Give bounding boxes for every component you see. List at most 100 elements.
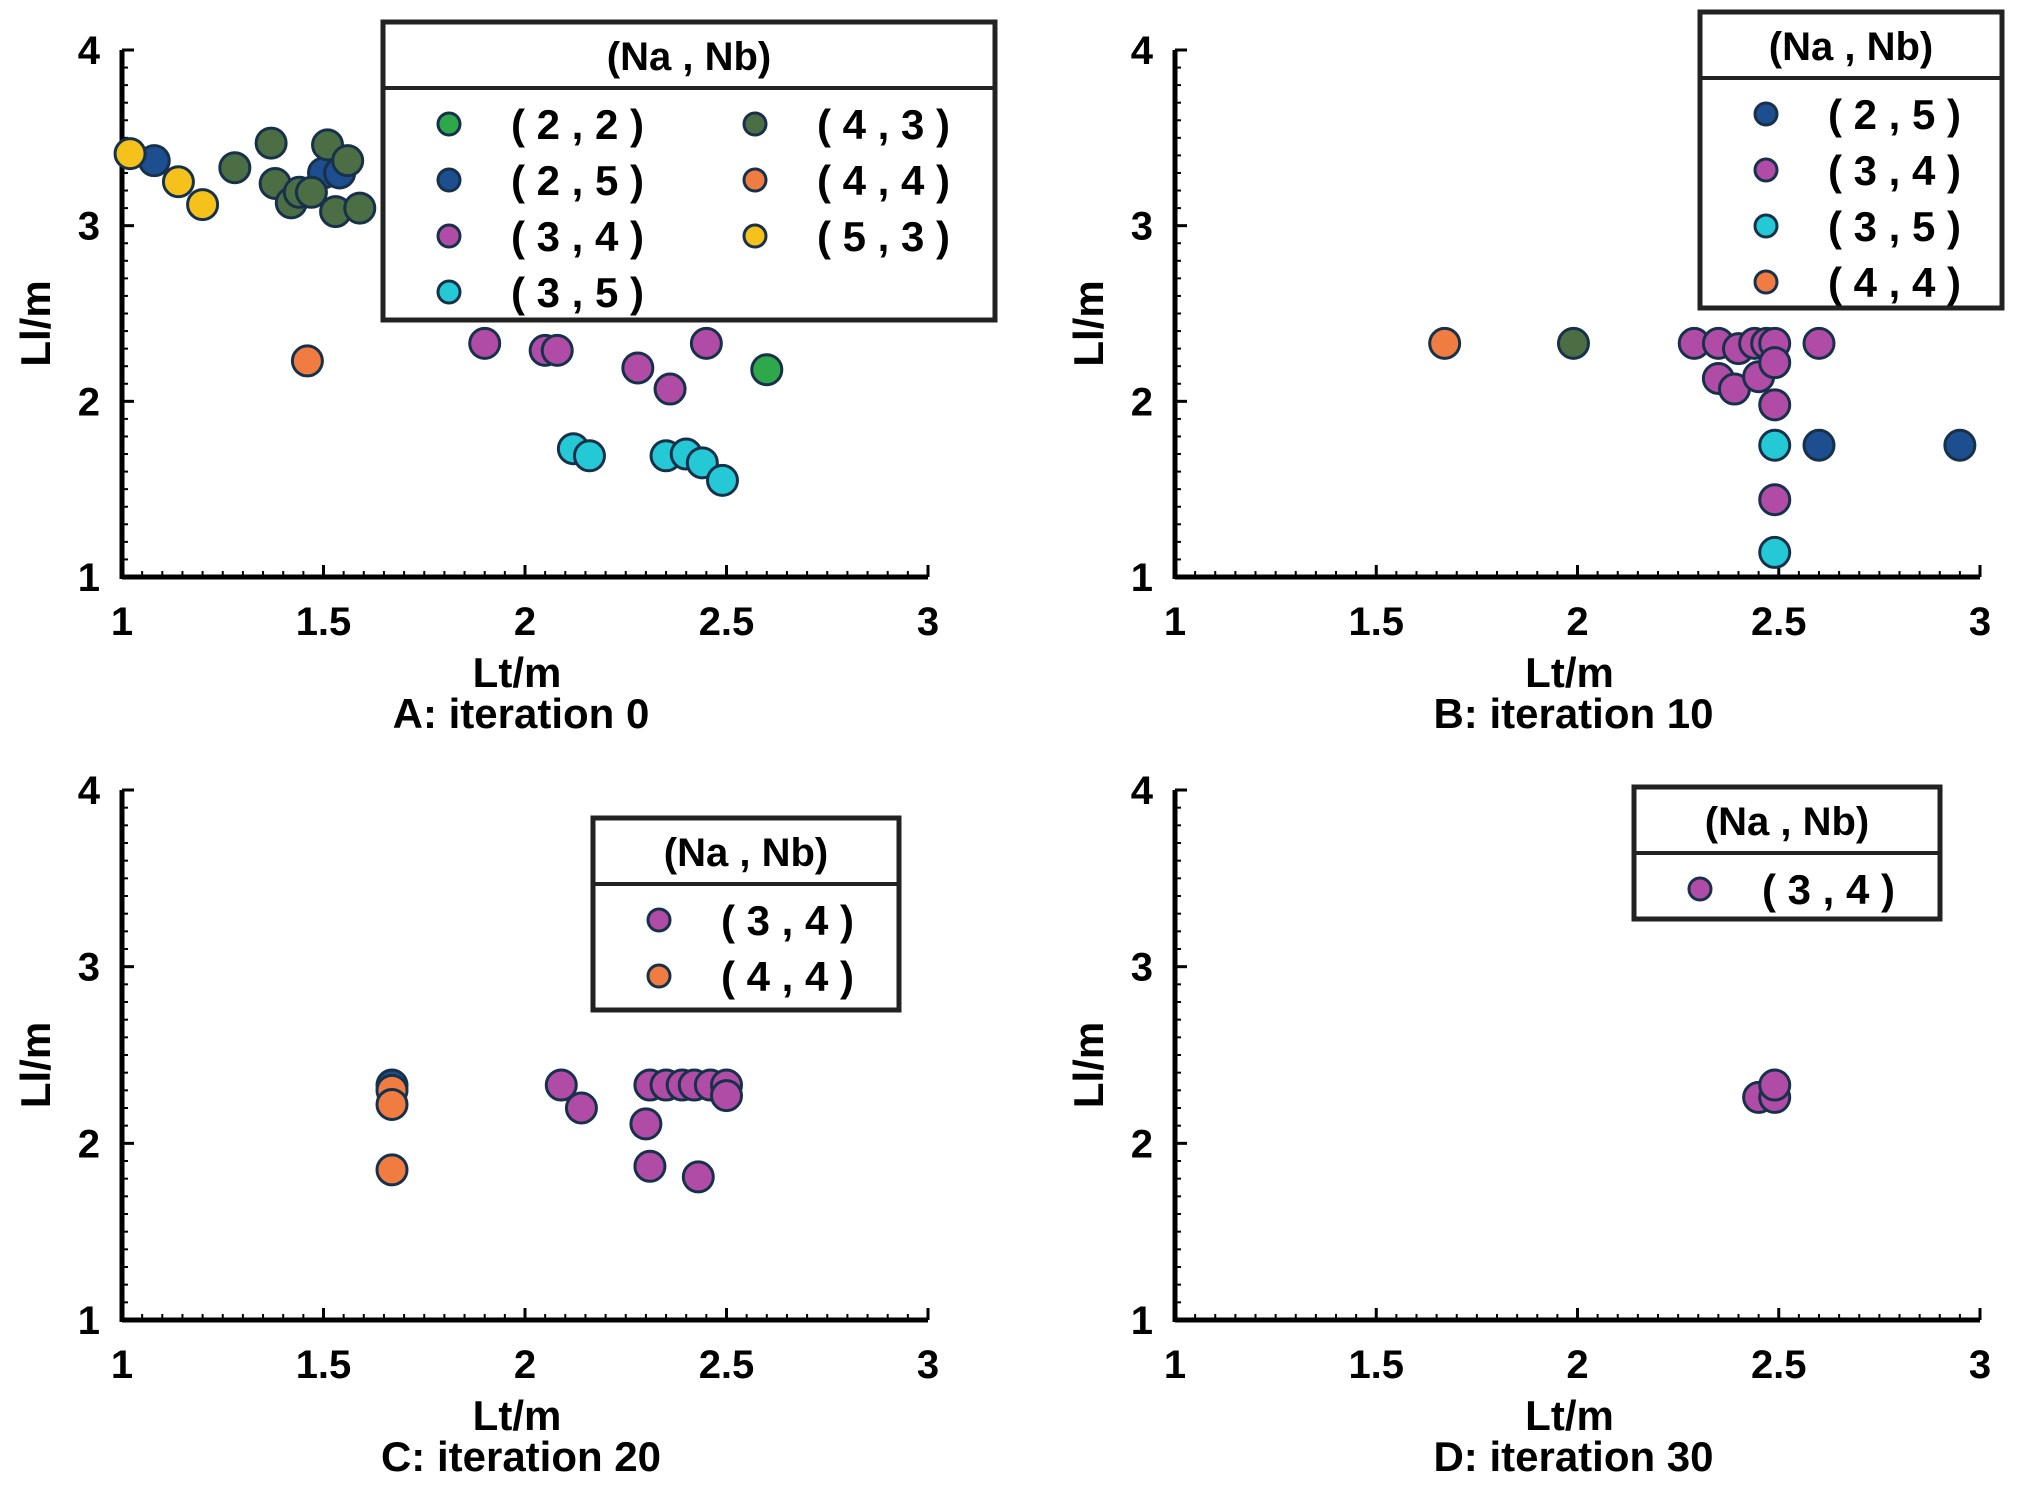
scatter-points [1742,1068,1792,1114]
data-point-3-4 [1758,388,1792,422]
y-tick-label: 3 [78,205,100,249]
x-tick-label: 1.5 [1348,1343,1404,1387]
y-tick-label: 1 [1131,556,1153,600]
legend: (Na , Nb) ( 3 , 4 ) ( 4 , 4 ) [590,815,902,1013]
x-tick-label: 2.5 [699,600,755,644]
legend-marker [646,963,672,989]
data-point-3-4 [653,372,687,406]
legend-box [380,19,998,323]
legend-entry-label: ( 4 , 4 ) [817,157,950,204]
legend-title: (Na , Nb) [1769,25,1933,69]
legend-entry-label: ( 2 , 2 ) [511,101,644,148]
y-tick-label: 1 [78,1299,100,1343]
y-tick-label: 1 [78,556,100,600]
y-tick-label: 3 [1131,205,1153,249]
x-tick-label: 1.5 [296,600,352,644]
x-tick-label: 2 [514,1343,536,1387]
panel-c: 1 1.5 2 2.5 3 1 2 3 4 Lt/m Ll/m C: iteration 20 (Na … [12,769,939,1480]
data-point-4-3 [343,191,377,225]
y-tick-label: 2 [78,1122,100,1166]
x-tick-label: 2.5 [699,1343,755,1387]
legend-entry-label: ( 4 , 3 ) [817,101,950,148]
legend-marker [742,167,768,193]
y-axis-label: Ll/m [1065,280,1112,366]
legend-entry-label: ( 5 , 3 ) [817,213,950,260]
data-point-3-5 [572,439,606,473]
legend-entry-label: ( 2 , 5 ) [1828,91,1961,138]
panel-b: 1 1.5 2 2.5 3 1 2 3 4 Lt/m Ll/m B: iteration 10 (Na … [1065,9,2005,737]
data-point-3-4 [681,1160,715,1194]
x-tick-label: 2.5 [1751,1343,1807,1387]
data-point-4-3 [254,126,288,160]
panel-caption: A: iteration 0 [393,690,650,737]
legend-marker [436,223,462,249]
data-point-4-4 [375,1087,409,1121]
panel-a: 1 1.5 2 2.5 3 1 2 3 4 Lt/m Ll/m A: iteration 0 (Na ,… [12,19,998,737]
legend: (Na , Nb) ( 2 , 2 ) ( 2 , 5 ) ( 3 , 4 ) ( 3 … [380,19,998,323]
x-tick-label: 2 [514,600,536,644]
data-point-2-5 [1943,428,1977,462]
y-axis-label: Ll/m [1065,1022,1112,1108]
data-point-3-5 [1758,535,1792,569]
scatter-points [1428,326,1977,569]
y-tick-label: 3 [1131,946,1153,990]
x-tick-label: 1 [1164,600,1186,644]
x-axis-label: Lt/m [1525,1392,1614,1439]
legend-marker [436,167,462,193]
legend-title: (Na , Nb) [607,35,771,79]
data-point-3-4 [1758,1068,1792,1102]
panel-d: 1 1.5 2 2.5 3 1 2 3 4 Lt/m Ll/m D: iteration 30 (Na … [1065,769,1991,1480]
legend-marker [436,111,462,137]
data-point-3-4 [633,1149,667,1183]
legend-marker [1753,269,1779,295]
legend-title: (Na , Nb) [1705,800,1869,844]
legend-entry-label: ( 3 , 4 ) [1828,147,1961,194]
x-tick-label: 3 [917,600,939,644]
data-point-3-4 [564,1091,598,1125]
data-point-4-4 [375,1153,409,1187]
data-point-3-5 [705,463,739,497]
x-tick-label: 1 [111,600,133,644]
scatter-points [113,126,784,497]
x-tick-label: 3 [1969,1343,1991,1387]
data-point-5-3 [113,137,147,171]
scatter-points [375,1068,743,1194]
y-axis-label: Ll/m [12,280,59,366]
data-point-4-3 [1556,326,1590,360]
legend-entry-label: ( 3 , 5 ) [511,269,644,316]
legend-entry-label: ( 3 , 5 ) [1828,203,1961,250]
y-tick-label: 4 [78,769,101,813]
x-tick-label: 1 [111,1343,133,1387]
y-axis-label: Ll/m [12,1022,59,1108]
x-tick-label: 1 [1164,1343,1186,1387]
x-tick-label: 1.5 [1348,600,1404,644]
legend-marker [1753,101,1779,127]
y-tick-label: 4 [1131,29,1154,73]
data-point-4-4 [290,344,324,378]
panel-caption: B: iteration 10 [1433,690,1713,737]
data-point-3-4 [544,1068,578,1102]
legend-box [1697,9,2005,311]
legend-marker [1753,213,1779,239]
x-tick-label: 3 [1969,600,1991,644]
data-point-3-4 [689,326,723,360]
data-point-3-4 [1802,326,1836,360]
legend-entry-label: ( 3 , 4 ) [511,213,644,260]
legend-marker [742,111,768,137]
panel-caption: C: iteration 20 [381,1433,661,1480]
panel-caption: D: iteration 30 [1433,1433,1713,1480]
legend: (Na , Nb) ( 2 , 5 ) ( 3 , 4 ) ( 3 , 5 ) ( 4 … [1697,9,2005,311]
data-point-2-5 [1802,428,1836,462]
y-tick-label: 4 [1131,769,1154,813]
x-axis-label: Lt/m [473,1392,562,1439]
legend-entry-label: ( 3 , 4 ) [1762,866,1895,913]
data-point-4-3 [218,151,252,185]
data-point-3-4 [621,351,655,385]
data-point-3-5 [1758,428,1792,462]
y-tick-label: 3 [78,946,100,990]
x-axis-label: Lt/m [1525,649,1614,696]
data-point-4-3 [294,175,328,209]
legend-marker [1753,157,1779,183]
legend-entry-label: ( 4 , 4 ) [721,953,854,1000]
